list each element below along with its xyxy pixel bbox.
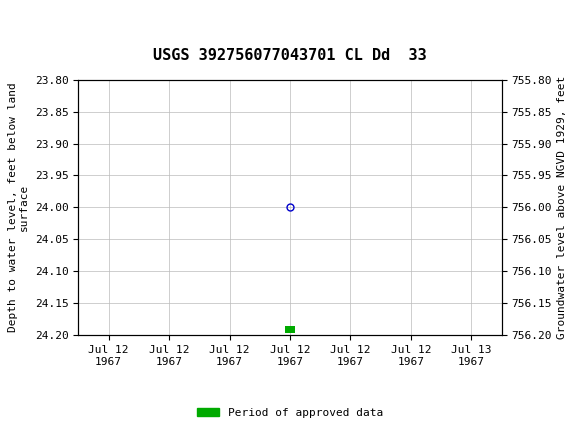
- Text: ▓USGS: ▓USGS: [3, 10, 61, 26]
- Text: USGS 392756077043701 CL Dd  33: USGS 392756077043701 CL Dd 33: [153, 49, 427, 63]
- Legend: Period of approved data: Period of approved data: [193, 403, 387, 422]
- Bar: [3, 2, 38, 35]
- Bar: [285, 326, 295, 334]
- Y-axis label: Groundwater level above NGVD 1929, feet: Groundwater level above NGVD 1929, feet: [557, 76, 567, 339]
- Y-axis label: Depth to water level, feet below land
surface: Depth to water level, feet below land su…: [8, 83, 29, 332]
